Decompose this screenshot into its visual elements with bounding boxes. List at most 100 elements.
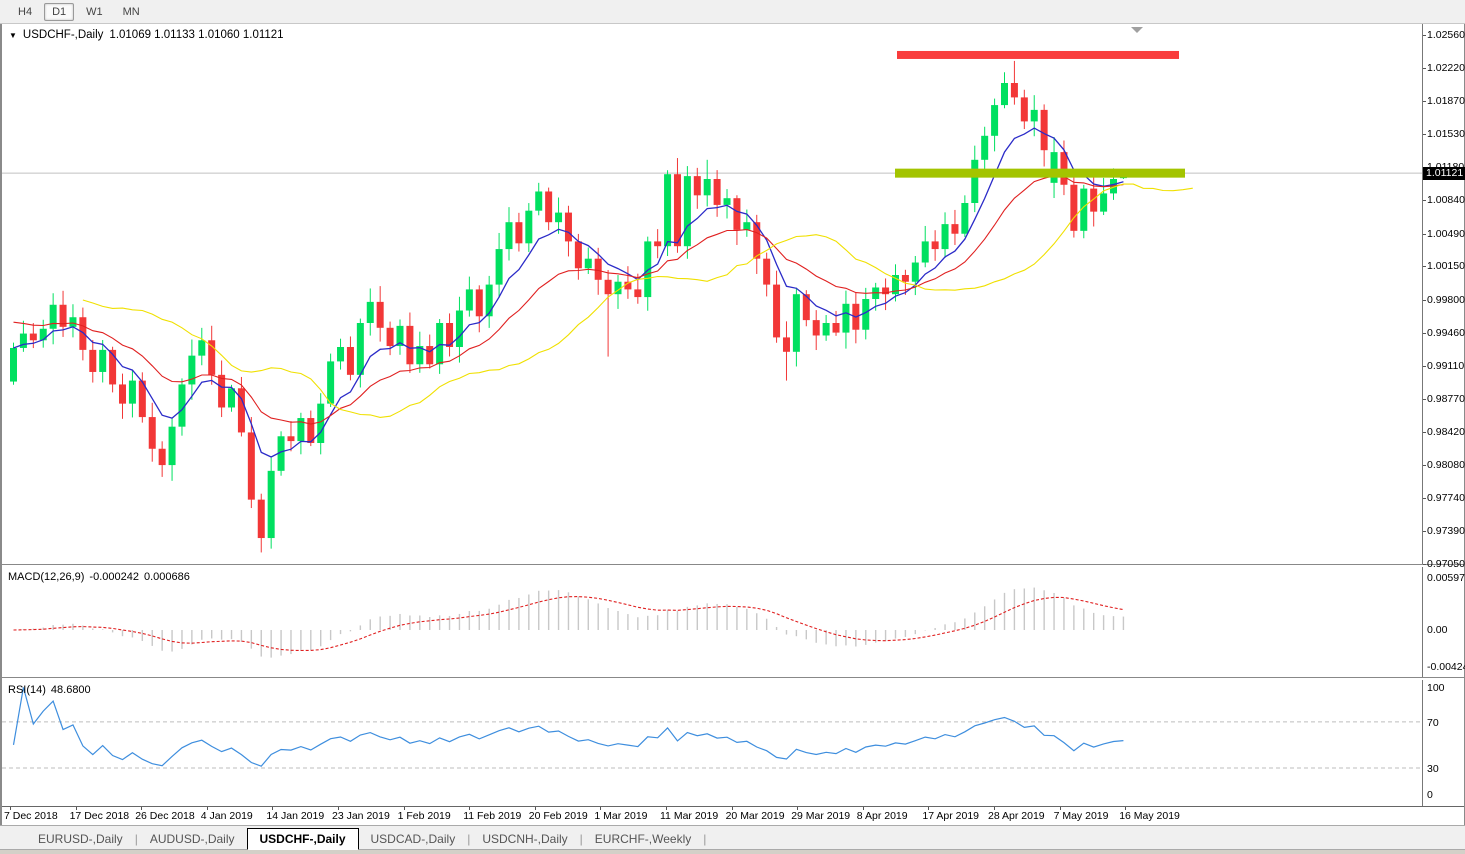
timeframe-button-d1[interactable]: D1 (44, 2, 75, 21)
price-tick-label: 0.97740 (1427, 491, 1465, 504)
date-label: 7 May 2019 (1053, 810, 1109, 822)
date-tickmark (403, 807, 405, 810)
chart-tab-bar: EURUSD-,Daily | AUDUSD-,Daily USDCHF-,Daily… (0, 825, 1465, 850)
rsi-chart[interactable] (2, 680, 1422, 806)
rsi-plot[interactable]: RSI(14) 48.6800 (2, 680, 1422, 806)
date-tickmark (75, 807, 77, 810)
price-tick-label: 0.98420 (1427, 426, 1465, 439)
date-tickmark (338, 807, 339, 810)
price-tick-label: 0.98080 (1427, 459, 1465, 472)
price-tickmark (1423, 531, 1426, 533)
date-tickmark (994, 807, 995, 810)
tab-usdcnh-daily[interactable]: USDCNH-,Daily (482, 832, 568, 846)
date-label: 26 Dec 2018 (135, 810, 195, 822)
rsi-label: RSI(14) 48.6800 (8, 684, 91, 696)
price-tickmark (1423, 366, 1426, 368)
macd-axis[interactable]: 0.00597 0.00 -0.004243 (1422, 567, 1465, 677)
price-tick-label: 1.00490 (1427, 227, 1465, 240)
chart-window: ▼ USDCHF-,Daily 1.01069 1.01133 1.01060 … (0, 24, 1465, 825)
date-tickmark (469, 807, 471, 810)
macd-panel: MACD(12,26,9) -0.000242 0.000686 0.00597… (2, 567, 1465, 677)
price-tickmark (1423, 266, 1426, 268)
date-label: 16 May 2019 (1119, 810, 1180, 822)
timeframe-button-w1[interactable]: W1 (86, 5, 103, 18)
timeframe-button-h4[interactable]: H4 (18, 5, 33, 18)
chevron-down-icon[interactable]: ▼ (9, 30, 17, 40)
price-tick-label: 1.00150 (1427, 260, 1465, 273)
price-tickmark (1423, 398, 1426, 400)
candlestick-chart[interactable] (2, 24, 1422, 564)
price-tick-label: 0.99460 (1427, 326, 1465, 339)
price-tickmark (1423, 133, 1426, 135)
date-label: 17 Apr 2019 (922, 810, 980, 822)
price-axis[interactable]: 1.025601.022201.018701.015301.011801.008… (1422, 24, 1465, 570)
panel-splitter-rsi[interactable] (2, 677, 1464, 680)
panel-splitter-macd[interactable] (2, 564, 1464, 567)
tab-audusd-daily[interactable]: AUDUSD-,Daily (149, 832, 235, 846)
tab-usdcad-daily[interactable]: USDCAD-,Daily (370, 832, 456, 846)
price-tick-label: 1.02560 (1427, 29, 1465, 41)
price-tick-label: 0.97390 (1427, 525, 1465, 538)
date-label: 29 Mar 2019 (791, 810, 851, 822)
tab-eurusd-daily[interactable]: EURUSD-,Daily (38, 832, 123, 846)
candles (10, 60, 1127, 553)
ma-slow-yellow (82, 183, 1193, 418)
date-tickmark (1125, 807, 1127, 810)
date-label: 4 Jan 2019 (200, 810, 253, 822)
tab-separator: | (703, 832, 707, 846)
date-tickmark (141, 807, 143, 810)
tab-separator: | (467, 832, 471, 846)
window-resize-strip (0, 849, 1465, 854)
macd-main-value: -0.000242 (89, 571, 139, 583)
rsi-tick-label: 0 (1427, 789, 1433, 801)
timeframe-button-mn[interactable]: MN (122, 5, 140, 18)
chart-symbol-label: USDCHF-,Daily (22, 29, 104, 41)
macd-label: MACD(12,26,9) -0.000242 0.000686 (8, 571, 190, 583)
rsi-value: 48.6800 (50, 684, 91, 696)
ma-fast-blue (13, 127, 1124, 458)
macd-tick-label: -0.004243 (1427, 660, 1465, 673)
price-tickmark (1423, 200, 1426, 202)
price-tickmark (1423, 101, 1426, 103)
price-tick-label: 0.99800 (1427, 293, 1465, 306)
price-tick-label: 1.00840 (1427, 194, 1465, 207)
price-tickmark (1423, 233, 1426, 235)
price-tick-label: 1.02220 (1427, 61, 1465, 74)
price-tickmark (1423, 563, 1426, 565)
macd-name: MACD(12,26,9) (8, 571, 85, 583)
price-tickmark (1423, 497, 1426, 499)
tab-separator: | (579, 832, 583, 846)
timeframe-toolbar: H4 D1 W1 MN (0, 0, 1465, 24)
date-tickmark (1059, 807, 1061, 810)
price-tick-label: 1.01530 (1427, 127, 1465, 140)
price-tickmark (1423, 299, 1426, 301)
macd-plot[interactable]: MACD(12,26,9) -0.000242 0.000686 (2, 567, 1422, 677)
tab-eurchf-weekly[interactable]: EURCHF-,Weekly (594, 832, 692, 846)
date-axis[interactable]: 7 Dec 2018 17 Dec 2018 26 Dec 2018 4 Jan 20… (2, 806, 1464, 825)
main-chart-panel: ▼ USDCHF-,Daily 1.01069 1.01133 1.01060 … (2, 24, 1465, 570)
macd-tick-label: 0.00597 (1427, 572, 1465, 584)
macd-signal-value: 0.000686 (143, 571, 190, 583)
date-label: 17 Dec 2018 (69, 810, 130, 822)
date-tickmark (10, 807, 11, 810)
date-label: 20 Mar 2019 (725, 810, 785, 822)
date-tickmark (534, 807, 536, 810)
rsi-tick-label: 70 (1427, 716, 1439, 729)
date-tickmark (206, 807, 208, 810)
tab-usdchf-daily[interactable]: USDCHF-,Daily (246, 828, 359, 850)
rsi-panel: RSI(14) 48.6800 100 70 30 0 (2, 680, 1464, 806)
price-tick-label: 0.98770 (1427, 392, 1465, 405)
date-tickmark (797, 807, 799, 810)
rsi-name: RSI(14) (8, 684, 46, 696)
price-tick-label: 0.99110 (1427, 360, 1465, 373)
macd-tick-label: 0.00 (1427, 624, 1448, 636)
rsi-axis[interactable]: 100 70 30 0 (1422, 680, 1464, 806)
price-tickmark (1423, 67, 1426, 69)
main-plot[interactable]: ▼ USDCHF-,Daily 1.01069 1.01133 1.01060 … (2, 24, 1422, 564)
chart-ohlc-values: 1.01069 1.01133 1.01060 1.01121 (109, 29, 284, 41)
macd-signal-line (13, 596, 1124, 652)
macd-chart[interactable] (2, 567, 1422, 677)
date-tickmark (272, 807, 274, 810)
date-label: 20 Feb 2019 (528, 810, 588, 822)
